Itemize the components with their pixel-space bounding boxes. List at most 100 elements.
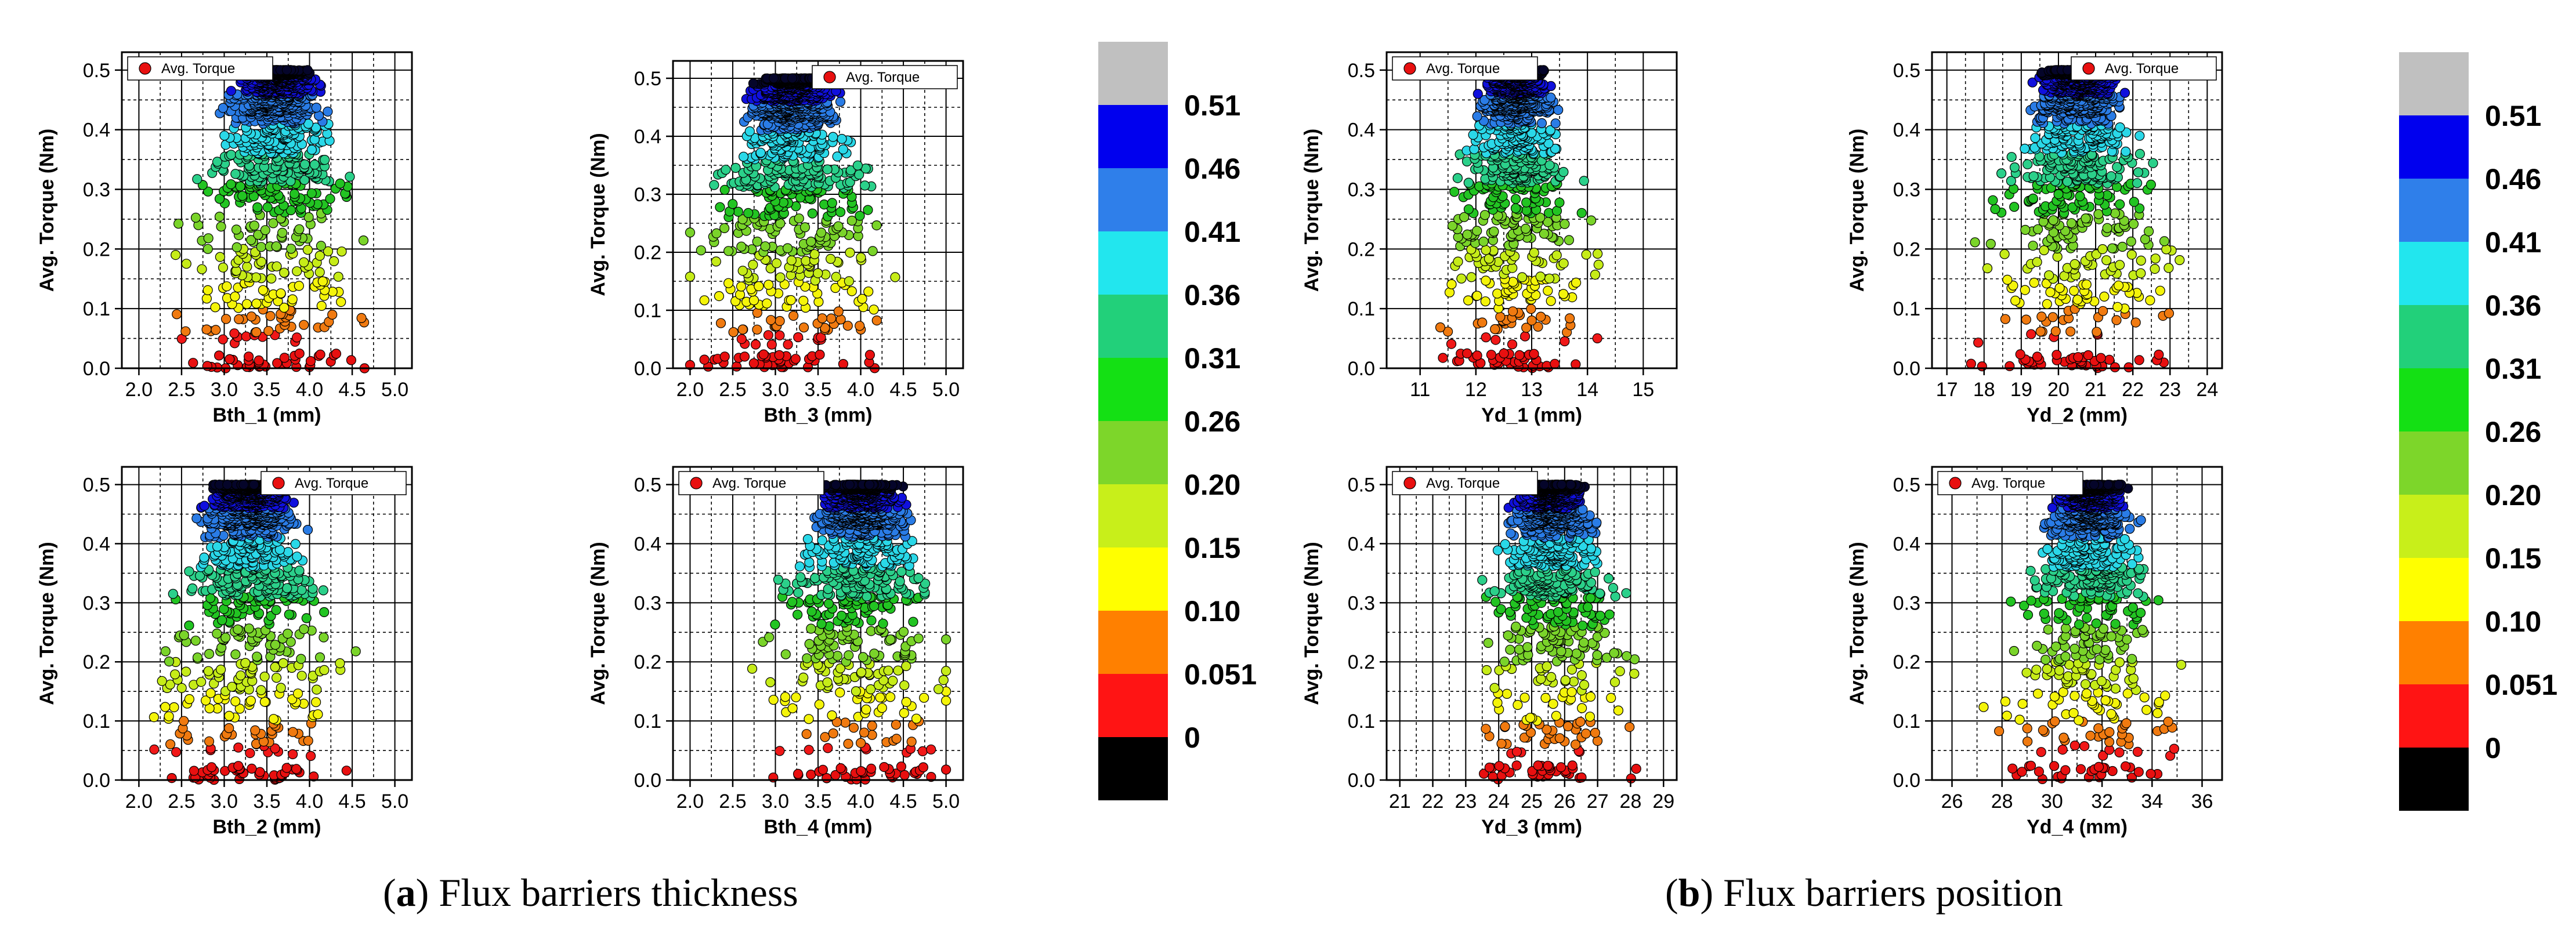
data-point xyxy=(787,703,798,713)
data-point xyxy=(204,736,215,747)
data-point xyxy=(723,278,734,288)
data-point xyxy=(828,132,838,142)
data-point xyxy=(890,272,900,282)
data-point xyxy=(879,761,889,772)
data-point xyxy=(356,313,367,324)
data-point xyxy=(164,656,175,667)
x-tick-label: 2.5 xyxy=(168,790,195,813)
data-point xyxy=(911,713,922,724)
data-point xyxy=(218,262,229,273)
data-point xyxy=(259,697,270,707)
data-point xyxy=(319,607,330,618)
data-point xyxy=(817,764,828,775)
data-point xyxy=(835,763,846,774)
data-point xyxy=(845,248,855,258)
x-axis-label: Bth_2 (mm) xyxy=(212,816,321,838)
data-point xyxy=(277,227,288,238)
data-point xyxy=(160,646,171,657)
data-point xyxy=(806,769,816,780)
x-tick-label: 2.5 xyxy=(168,379,195,401)
data-point xyxy=(798,295,809,306)
data-point xyxy=(244,623,254,634)
data-point xyxy=(207,762,217,772)
data-point xyxy=(309,159,320,170)
data-point xyxy=(187,583,198,594)
y-tick-label: 0.5 xyxy=(83,60,110,82)
data-point xyxy=(238,479,249,490)
data-point xyxy=(843,738,853,749)
data-point xyxy=(836,610,847,621)
data-point xyxy=(918,692,929,703)
x-tick-label: 3.5 xyxy=(253,790,280,813)
data-point xyxy=(748,78,759,89)
data-point xyxy=(279,267,290,278)
y-tick-label: 0.1 xyxy=(83,298,110,320)
data-point xyxy=(202,285,213,295)
data-point xyxy=(313,709,323,720)
data-point xyxy=(254,355,264,366)
y-axis-label: Avg. Torque (Nm) xyxy=(36,542,58,705)
data-point xyxy=(899,770,910,781)
data-point xyxy=(752,324,762,335)
data-point xyxy=(256,256,267,267)
data-point xyxy=(331,349,342,359)
data-point xyxy=(220,632,231,643)
data-point xyxy=(358,235,369,246)
data-point xyxy=(816,619,827,629)
data-point xyxy=(908,616,918,627)
data-point xyxy=(774,350,784,360)
data-point xyxy=(270,640,281,650)
data-point xyxy=(898,626,909,637)
data-point xyxy=(827,198,837,208)
x-axis-label: Bth_1 (mm) xyxy=(212,404,321,426)
data-point xyxy=(833,221,844,231)
data-point xyxy=(294,348,305,359)
x-tick-label: 3.5 xyxy=(253,379,280,401)
data-point xyxy=(191,513,202,524)
data-point xyxy=(711,256,721,267)
legend-marker xyxy=(823,71,836,84)
data-point xyxy=(276,288,286,299)
data-point xyxy=(752,237,762,247)
data-point xyxy=(287,294,298,304)
y-tick-label: 0.2 xyxy=(83,651,110,673)
data-point xyxy=(318,585,328,596)
data-point xyxy=(786,295,796,306)
y-axis-label: Avg. Torque (Nm) xyxy=(36,129,58,292)
data-point xyxy=(869,601,880,611)
data-point xyxy=(823,743,833,753)
data-point xyxy=(780,692,791,702)
data-point xyxy=(840,717,851,728)
legend-marker xyxy=(139,62,151,75)
data-point xyxy=(244,351,254,362)
data-point xyxy=(222,281,232,292)
data-point xyxy=(871,220,882,231)
legend-label: Avg. Torque xyxy=(295,476,368,491)
data-point xyxy=(804,745,814,755)
x-tick-label: 3.0 xyxy=(211,790,238,813)
data-point xyxy=(857,293,867,304)
data-point xyxy=(181,666,191,677)
data-point xyxy=(271,605,281,615)
data-point xyxy=(775,272,786,282)
data-point xyxy=(736,241,747,252)
data-point xyxy=(798,672,809,683)
data-point xyxy=(211,325,221,335)
data-point xyxy=(806,606,817,617)
data-point xyxy=(807,208,817,219)
data-point xyxy=(214,350,225,361)
data-point xyxy=(279,353,290,363)
data-point xyxy=(755,147,766,158)
data-point xyxy=(864,350,875,360)
data-point xyxy=(883,665,893,676)
data-point xyxy=(310,697,321,708)
data-point xyxy=(266,273,277,284)
data-point xyxy=(743,208,754,218)
data-point xyxy=(323,106,333,117)
data-point xyxy=(323,246,334,256)
y-tick-label: 0.4 xyxy=(83,533,110,555)
data-point xyxy=(282,583,292,593)
data-point xyxy=(866,763,877,774)
data-point xyxy=(197,264,207,274)
data-point xyxy=(714,291,725,302)
